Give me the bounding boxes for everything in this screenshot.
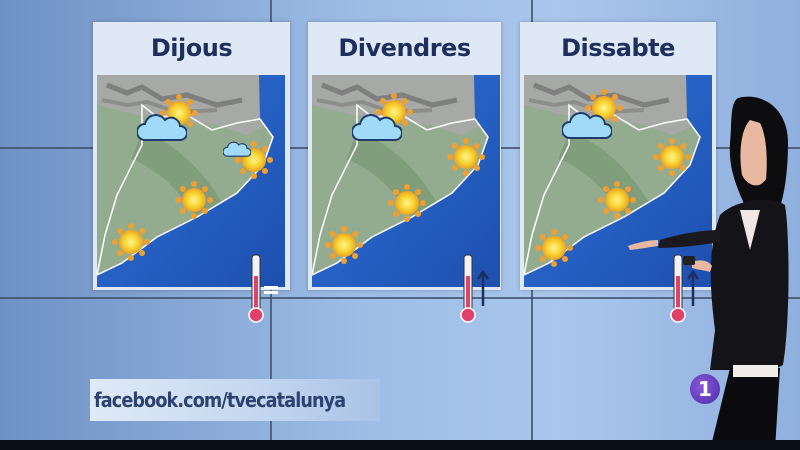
letterbox-bar xyxy=(0,440,800,450)
facebook-banner: facebook.com/tvecatalunya xyxy=(90,379,380,421)
day-title: Dijous xyxy=(150,34,233,62)
forecast-panel-dissabte: Dissabte xyxy=(520,22,716,290)
arrow-up-icon xyxy=(687,270,699,306)
grid-line xyxy=(0,297,800,299)
presenter xyxy=(628,96,789,450)
thermometer-icon xyxy=(248,254,264,323)
day-title: Dissabte xyxy=(561,34,675,62)
forecast-panel-dijous: Dijous xyxy=(93,22,290,290)
day-title: Divendres xyxy=(338,34,471,62)
channel-logo: 1 xyxy=(690,374,720,404)
facebook-url: facebook.com/tvecatalunya xyxy=(94,388,346,412)
arrow-up-icon xyxy=(477,270,489,306)
thermometer-icon xyxy=(460,254,476,323)
forecast-panel-divendres: Divendres xyxy=(308,22,501,290)
equals-icon xyxy=(264,286,278,294)
